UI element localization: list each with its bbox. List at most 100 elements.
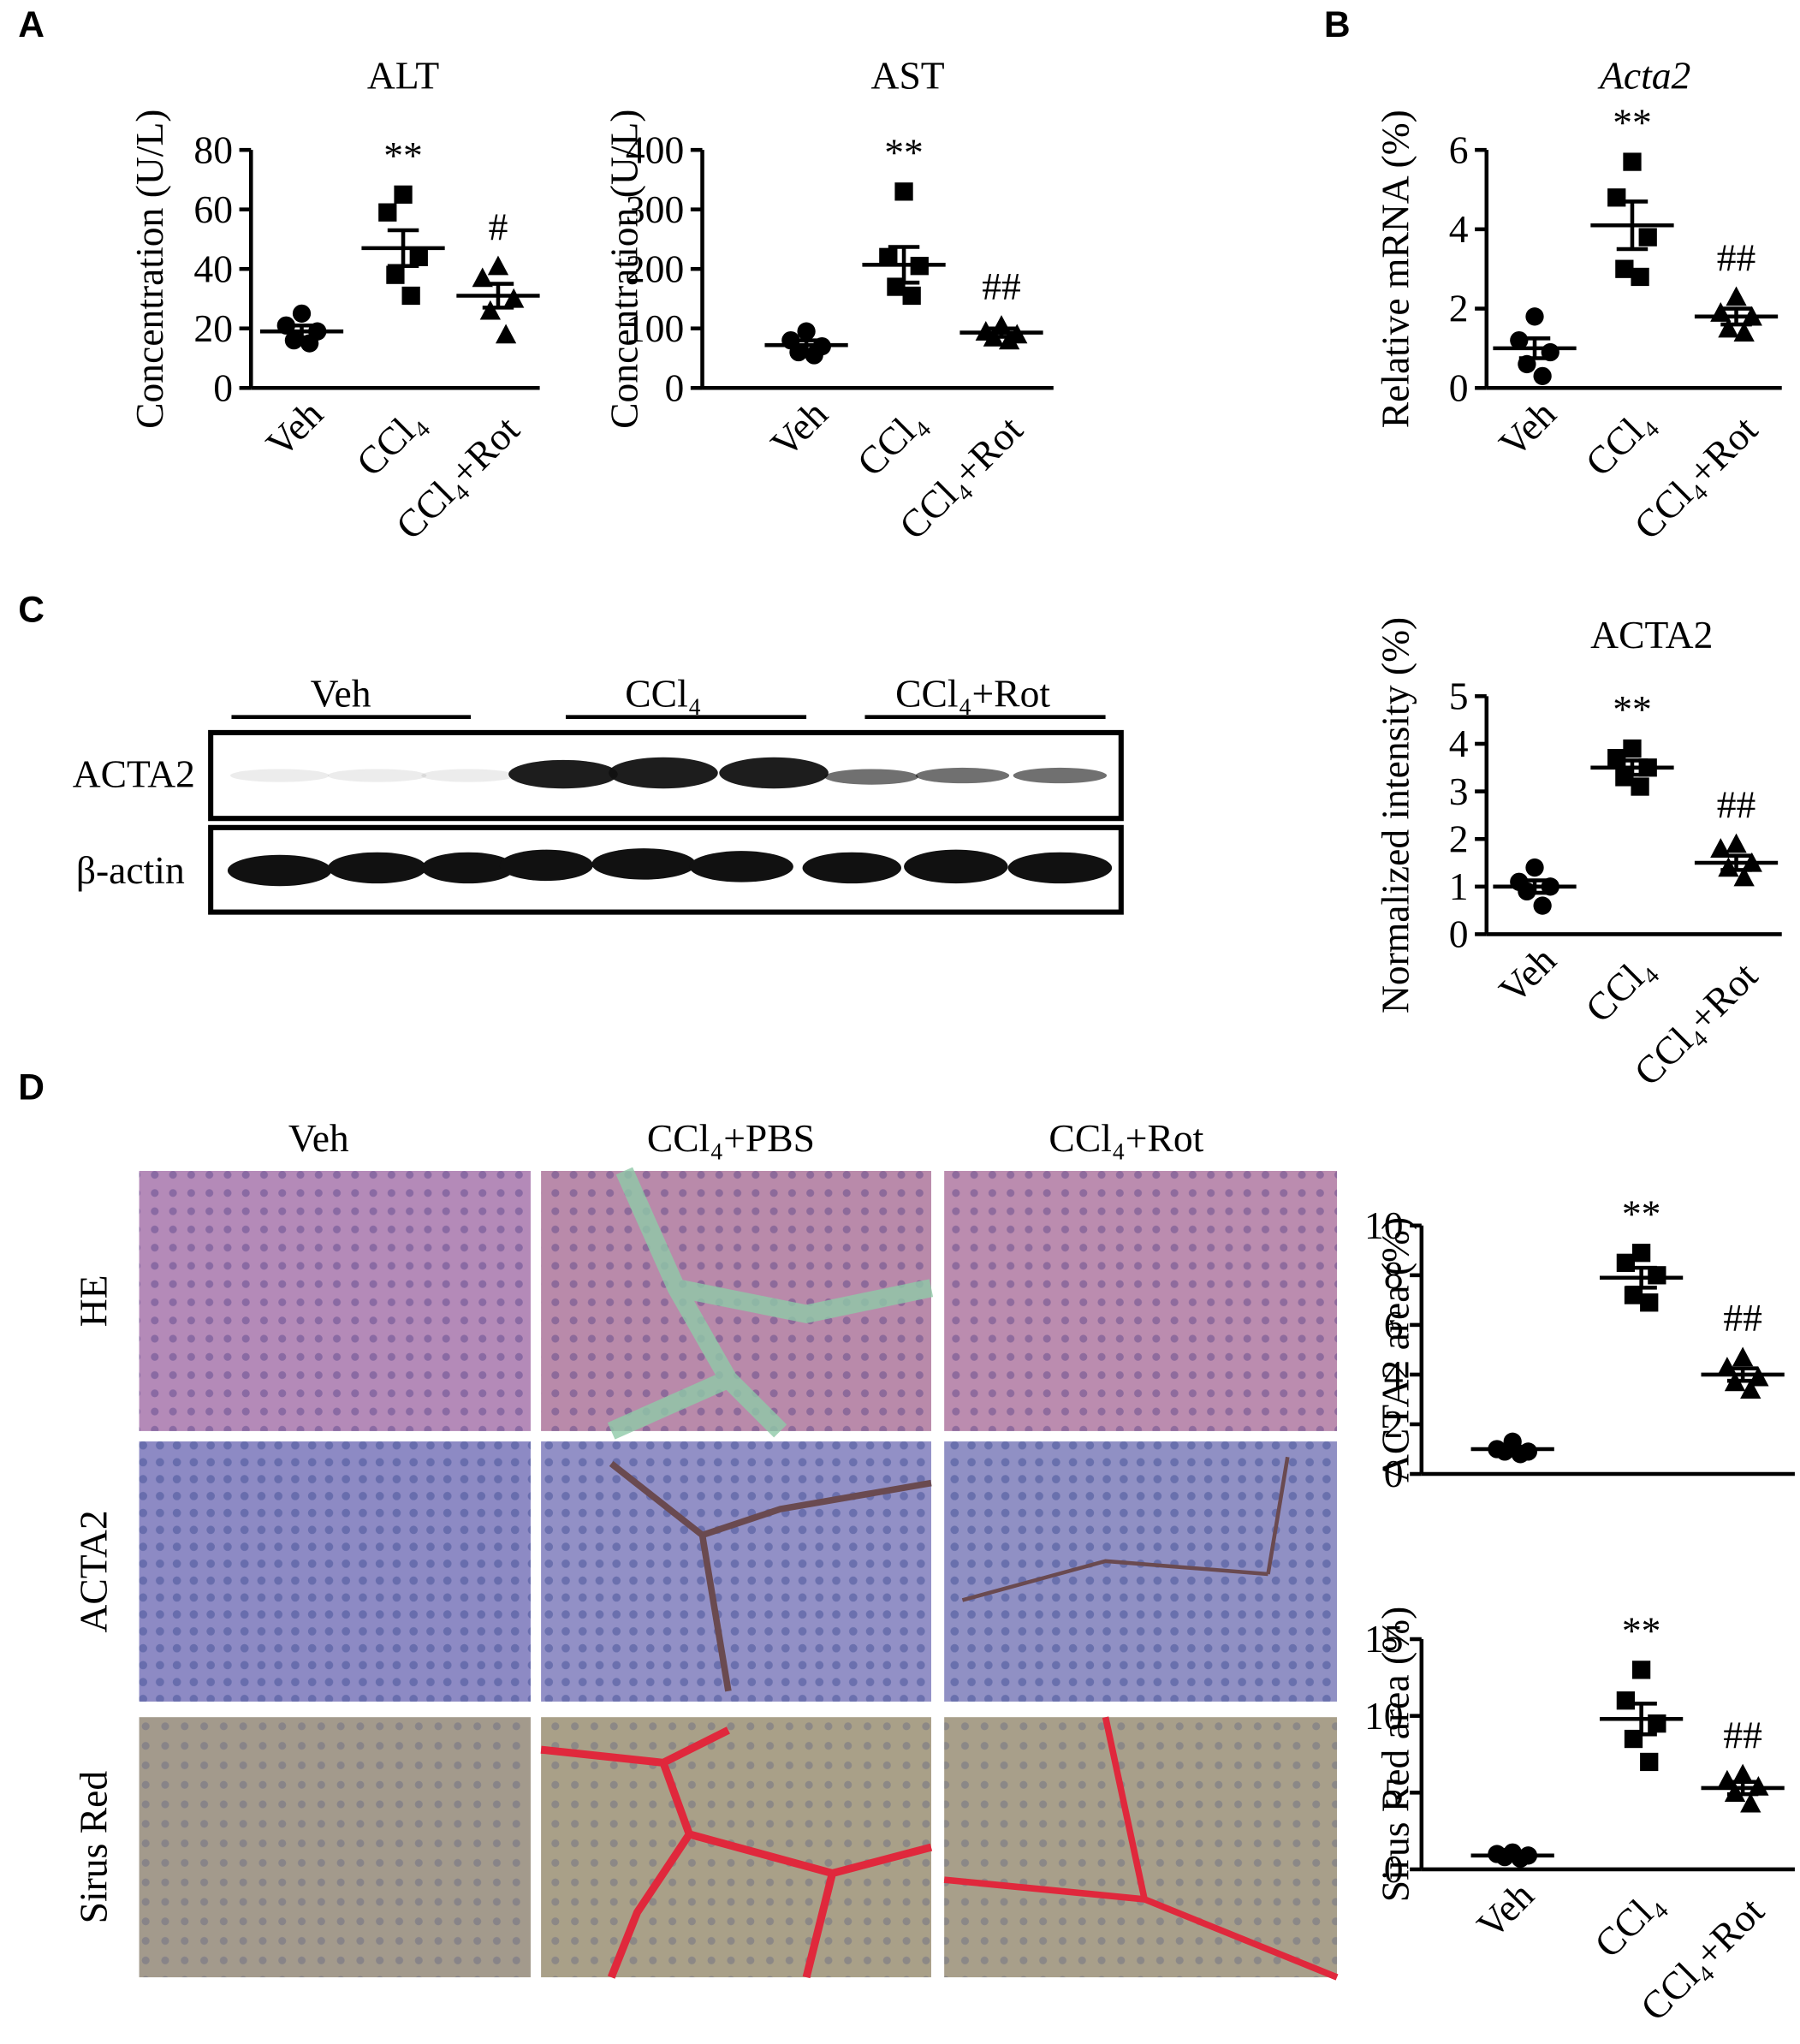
y-tick-label: 0 bbox=[1449, 365, 1469, 409]
point bbox=[1533, 896, 1552, 915]
point bbox=[1724, 1782, 1746, 1802]
y-tick-label: 40 bbox=[193, 247, 233, 290]
column-label: CCl₄+PBS bbox=[647, 1116, 815, 1160]
point bbox=[1732, 1346, 1754, 1367]
chart-title: AST bbox=[871, 54, 945, 98]
acta2-row bbox=[139, 1441, 1338, 1702]
blot-row-label: β-actin bbox=[76, 848, 185, 892]
annotation: ## bbox=[982, 264, 1021, 308]
x-tick-label: CCl₄ bbox=[1586, 1881, 1671, 1966]
x-tick-label: Veh bbox=[762, 392, 835, 466]
panel-label: B bbox=[1324, 4, 1351, 45]
y-tick-label: 6 bbox=[1449, 128, 1469, 171]
y-tick-label: 8 bbox=[1384, 1253, 1404, 1297]
point bbox=[1726, 833, 1747, 853]
point bbox=[1638, 228, 1657, 247]
point bbox=[1607, 749, 1626, 768]
point bbox=[409, 247, 428, 266]
y-tick-label: 20 bbox=[193, 306, 233, 350]
chart-title: ALT bbox=[367, 54, 440, 98]
annotation: ** bbox=[1622, 1191, 1661, 1235]
annotation: ** bbox=[1613, 687, 1652, 731]
y-axis-label: Concentration (U/L) bbox=[603, 110, 646, 429]
annotation: ## bbox=[1723, 1713, 1762, 1756]
x-tick-label: Veh bbox=[1468, 1873, 1542, 1946]
annotation: ** bbox=[884, 130, 924, 174]
point bbox=[1640, 1752, 1659, 1772]
point bbox=[1716, 1769, 1738, 1790]
column-label: CCl₄+Rot bbox=[1049, 1116, 1203, 1160]
bands bbox=[227, 757, 1113, 887]
y-tick-label: 1 bbox=[1449, 865, 1469, 908]
y-tick-label: 0 bbox=[1384, 1847, 1404, 1891]
point bbox=[1631, 267, 1649, 287]
point bbox=[1726, 286, 1747, 306]
point bbox=[378, 203, 397, 222]
point bbox=[1624, 1286, 1643, 1304]
y-tick-label: 2 bbox=[1384, 1402, 1404, 1446]
annotation: ** bbox=[1622, 1608, 1661, 1652]
y-tick-label: 5 bbox=[1384, 1771, 1404, 1815]
dot-chart: AST Concentration (U/L) 0 100 200 300 400 Veh CC… bbox=[603, 54, 1054, 548]
y-axis-label: Relative mRNA (%) bbox=[1374, 110, 1417, 428]
point bbox=[797, 322, 816, 341]
y-tick-label: 4 bbox=[1384, 1352, 1404, 1396]
point bbox=[394, 185, 413, 204]
y-axis-label: Normalized intensity (%) bbox=[1374, 617, 1417, 1013]
y-axis-label: ACTA2 area (%) bbox=[1374, 1217, 1417, 1482]
he-row bbox=[139, 1167, 1338, 1440]
y-tick-label: 60 bbox=[193, 187, 233, 231]
y-tick-label: 0 bbox=[213, 365, 233, 409]
annotation: ## bbox=[1717, 235, 1756, 279]
y-tick-label: 3 bbox=[1449, 769, 1469, 813]
y-tick-label: 0 bbox=[664, 365, 684, 409]
point bbox=[902, 286, 921, 306]
point bbox=[879, 247, 898, 266]
y-tick-label: 15 bbox=[1364, 1617, 1404, 1661]
y-tick-label: 200 bbox=[626, 247, 684, 290]
point bbox=[1631, 777, 1649, 796]
x-tick-label: CCl₄ bbox=[1577, 946, 1661, 1031]
point bbox=[1631, 1244, 1651, 1263]
point bbox=[292, 304, 312, 323]
y-tick-label: 100 bbox=[626, 306, 684, 350]
point bbox=[1732, 1763, 1754, 1784]
y-tick-label: 400 bbox=[626, 128, 684, 171]
y-tick-label: 2 bbox=[1449, 817, 1469, 860]
point bbox=[1640, 1293, 1659, 1312]
chart-title: Acta2 bbox=[1597, 54, 1690, 98]
chart-title: ACTA2 bbox=[1590, 613, 1713, 657]
point bbox=[1533, 366, 1552, 385]
blot-group-label: Veh bbox=[311, 672, 371, 716]
dot-chart: ACTA2 area (%)0 2 4 6 8 10 ** ## bbox=[1364, 1191, 1795, 1495]
point bbox=[1740, 1792, 1761, 1813]
annotation: ## bbox=[1717, 782, 1756, 826]
point bbox=[894, 182, 913, 201]
x-tick-label: Veh bbox=[1490, 938, 1564, 1012]
y-tick-label: 4 bbox=[1449, 207, 1469, 251]
point bbox=[495, 324, 517, 344]
blot-group-label: CCl₄+Rot bbox=[895, 672, 1050, 716]
point bbox=[1733, 866, 1755, 887]
panel-label: A bbox=[18, 4, 45, 45]
y-tick-label: 5 bbox=[1449, 674, 1469, 718]
point bbox=[1510, 330, 1529, 350]
point bbox=[1525, 858, 1544, 877]
x-tick-label: Veh bbox=[258, 392, 331, 466]
histology: Veh CCl₄+PBS CCl₄+Rot HE ACTA2 Sirus Red bbox=[72, 1116, 1339, 1981]
y-tick-label: 0 bbox=[1449, 912, 1469, 956]
column-label: Veh bbox=[288, 1116, 349, 1160]
y-tick-label: 10 bbox=[1364, 1203, 1404, 1247]
point bbox=[487, 255, 509, 276]
point bbox=[1748, 1775, 1769, 1796]
y-tick-label: 2 bbox=[1449, 287, 1469, 330]
annotation: ** bbox=[383, 134, 423, 177]
y-tick-label: 300 bbox=[626, 187, 684, 231]
row-label: HE bbox=[72, 1275, 116, 1328]
annotation: # bbox=[489, 205, 508, 248]
western-blot: Veh CCl₄ CCl₄+Rot ACTA2 β-actin bbox=[73, 672, 1124, 915]
x-tick-label: CCl₄ bbox=[348, 400, 432, 484]
